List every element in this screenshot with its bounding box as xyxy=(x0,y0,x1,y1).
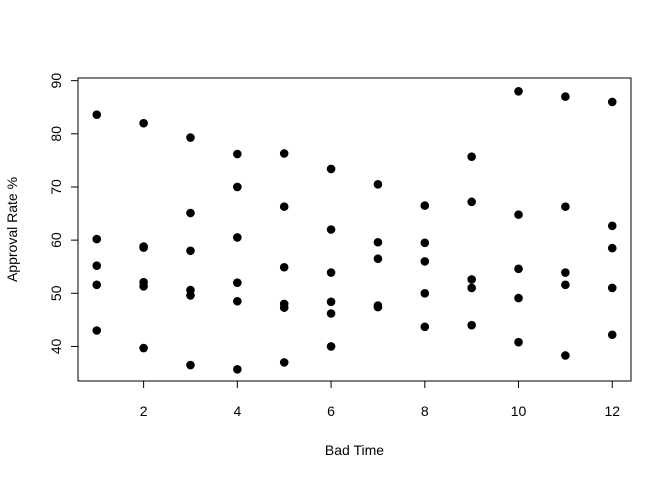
x-axis: 2 4 6 8 10 12 xyxy=(140,380,620,419)
data-point xyxy=(92,110,102,119)
x-tick-label: 6 xyxy=(327,403,335,419)
data-point xyxy=(514,210,523,219)
data-point xyxy=(420,322,430,332)
data-point xyxy=(326,309,336,318)
data-point xyxy=(92,234,102,244)
data-point xyxy=(514,86,523,96)
data-point xyxy=(233,233,242,242)
data-point xyxy=(279,149,289,158)
data-point xyxy=(373,254,383,264)
data-point xyxy=(561,351,570,360)
y-tick-label: 60 xyxy=(48,232,64,248)
data-point xyxy=(326,164,336,174)
data-point xyxy=(233,296,242,306)
data-point xyxy=(607,221,617,231)
data-point xyxy=(139,343,148,353)
data-point xyxy=(92,326,102,335)
data-point xyxy=(561,280,570,290)
x-tick-label: 10 xyxy=(511,403,527,419)
data-point xyxy=(139,243,148,252)
data-point xyxy=(233,365,242,374)
data-point xyxy=(373,237,383,247)
data-point xyxy=(326,268,336,277)
data-point xyxy=(279,202,289,211)
x-axis-label: Bad Time xyxy=(325,442,384,458)
data-point xyxy=(514,337,523,347)
y-tick-label: 80 xyxy=(48,126,64,142)
x-tick-label: 4 xyxy=(233,403,241,419)
plot-frame xyxy=(77,77,632,382)
data-point xyxy=(186,133,195,142)
y-tick-label: 50 xyxy=(48,285,64,301)
data-point xyxy=(561,92,570,101)
data-point xyxy=(467,197,476,207)
data-point xyxy=(186,246,195,256)
data-point xyxy=(92,261,102,270)
data-point xyxy=(514,293,523,303)
data-point xyxy=(420,201,430,210)
data-point xyxy=(373,180,383,189)
data-point xyxy=(607,283,617,293)
data-point xyxy=(467,320,476,330)
data-point xyxy=(186,208,195,218)
data-point xyxy=(607,243,617,253)
data-point xyxy=(279,358,289,367)
data-point xyxy=(467,275,476,284)
data-point xyxy=(607,330,617,340)
data-point xyxy=(139,282,148,291)
data-point xyxy=(233,278,242,287)
data-points xyxy=(92,86,617,374)
y-tick-label: 90 xyxy=(48,73,64,89)
x-tick-label: 12 xyxy=(604,403,620,419)
y-axis: 40 50 60 70 80 90 xyxy=(48,73,79,354)
data-point xyxy=(420,257,430,266)
x-tick-label: 8 xyxy=(421,403,429,419)
data-point xyxy=(326,297,336,307)
data-point xyxy=(139,118,148,128)
x-tick-label: 2 xyxy=(140,403,148,419)
data-point xyxy=(326,342,336,351)
data-point xyxy=(514,264,523,274)
data-point xyxy=(92,280,102,290)
y-tick-label: 70 xyxy=(48,179,64,195)
data-point xyxy=(186,360,195,370)
data-point xyxy=(186,291,195,300)
data-point xyxy=(279,262,289,272)
data-point xyxy=(233,149,242,159)
data-point xyxy=(607,97,617,107)
data-point xyxy=(467,283,476,293)
data-point xyxy=(326,225,336,234)
data-point xyxy=(279,303,289,312)
data-point xyxy=(561,202,570,211)
data-point xyxy=(233,182,242,192)
data-point xyxy=(467,152,476,161)
data-point xyxy=(420,238,430,248)
data-point xyxy=(420,288,430,298)
y-tick-label: 40 xyxy=(48,338,64,354)
data-point xyxy=(373,302,383,312)
data-point xyxy=(561,268,570,277)
y-axis-label: Approval Rate % xyxy=(4,177,20,282)
